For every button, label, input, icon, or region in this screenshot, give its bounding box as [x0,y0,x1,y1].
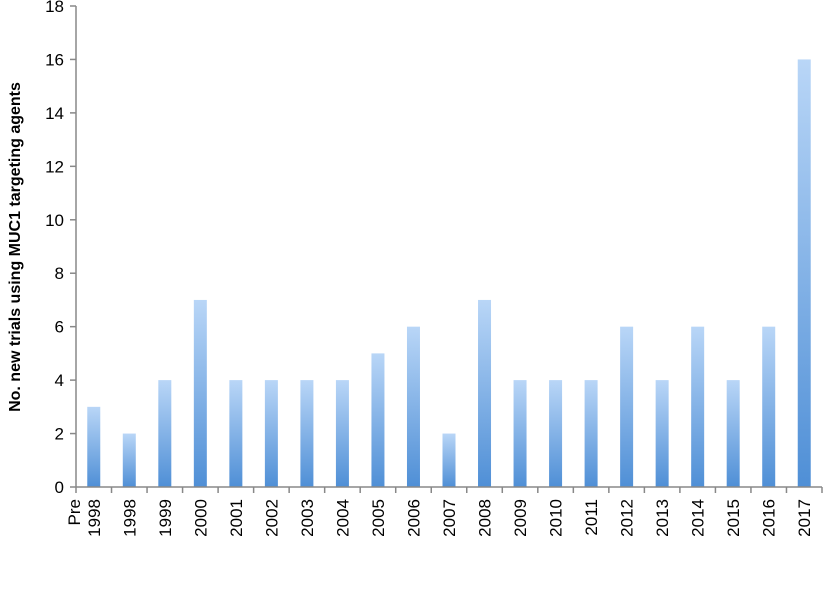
x-tick-label: 2004 [333,499,352,537]
x-tick-label: 2007 [440,499,459,537]
x-tick-label: 1998 [120,499,139,537]
x-tick-label: 2014 [689,499,708,537]
axes-group [70,5,823,493]
y-tick-label: 8 [55,264,64,283]
bar-2005 [371,353,385,487]
bar-2001 [229,380,243,487]
bar-2015 [726,380,740,487]
bar-2013 [655,380,669,487]
bar-2006 [406,326,420,487]
bar-1998 [122,433,136,487]
y-tick-label: 0 [55,478,64,497]
x-tick-label: 2001 [227,499,246,537]
bar-2008 [478,299,492,487]
bars-group [87,59,811,487]
x-tick-label: 2003 [298,499,317,537]
bar-2009 [513,380,527,487]
x-tick-label: 2011 [582,499,601,536]
bar-2003 [300,380,314,487]
x-tick-label: 2013 [653,499,672,537]
y-tick-label: 2 [55,425,64,444]
bar-2016 [762,326,776,487]
x-tick-label: 2009 [511,499,530,537]
x-tick-label: 1999 [156,499,175,537]
bar-2002 [264,380,278,487]
x-tick-label: 2002 [262,499,281,537]
x-tick-label: 2006 [404,499,423,537]
bar-pre-1998 [87,406,101,487]
x-tick-label: 2012 [618,499,637,537]
x-tick-label: 2008 [476,499,495,537]
y-tick-label: 10 [45,211,64,230]
bar-2007 [442,433,456,487]
bar-2010 [549,380,563,487]
y-axis-label: No. new trials using MUC1 targeting agen… [7,82,24,412]
y-tick-label: 18 [45,0,64,16]
y-tick-label: 14 [45,104,64,123]
bar-2011 [584,380,598,487]
x-tick-label: 2000 [191,499,210,537]
y-tick-labels: 0 2 4 6 8 10 12 14 16 18 [45,0,64,497]
bar-2014 [691,326,705,487]
x-tick-label: Pre [65,499,84,525]
bar-2012 [620,326,634,487]
y-tick-label: 4 [55,371,64,390]
bar-2017 [797,59,811,487]
y-tick-label: 12 [45,157,64,176]
y-tick-label: 6 [55,318,64,337]
x-tick-label: 2015 [724,499,743,537]
bar-1999 [158,380,172,487]
x-tick-label: 2010 [547,499,566,537]
bar-2004 [335,380,349,487]
x-tick-label: 2016 [760,499,779,537]
x-tick-label: 1998 [85,499,104,537]
bar-2000 [193,299,207,487]
y-tick-label: 16 [45,50,64,69]
x-tick-label: 2005 [369,499,388,537]
x-tick-label: 2017 [795,499,814,537]
